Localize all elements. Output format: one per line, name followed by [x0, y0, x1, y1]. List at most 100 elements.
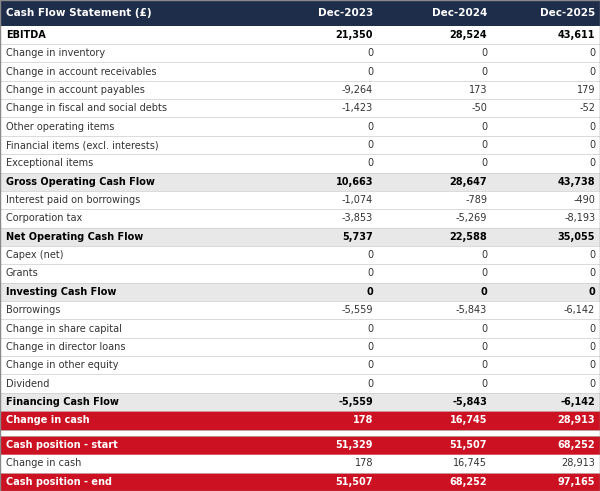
- Text: -490: -490: [574, 195, 595, 205]
- Text: Dividend: Dividend: [6, 379, 49, 388]
- Text: 43,738: 43,738: [557, 177, 595, 187]
- Bar: [0, 117, 600, 136]
- Text: 28,913: 28,913: [557, 415, 595, 425]
- Text: -8,193: -8,193: [564, 214, 595, 223]
- Text: Dec-2024: Dec-2024: [432, 8, 487, 18]
- Text: 16,745: 16,745: [450, 415, 487, 425]
- Text: 0: 0: [589, 48, 595, 58]
- Text: 16,745: 16,745: [453, 459, 487, 468]
- Text: 0: 0: [589, 159, 595, 168]
- Bar: [0, 411, 600, 430]
- Text: 0: 0: [481, 140, 487, 150]
- Text: 0: 0: [589, 324, 595, 333]
- Text: Capex (net): Capex (net): [6, 250, 64, 260]
- Text: Corporation tax: Corporation tax: [6, 214, 82, 223]
- Text: -1,423: -1,423: [342, 103, 373, 113]
- Text: 0: 0: [367, 140, 373, 150]
- Text: -6,142: -6,142: [564, 305, 595, 315]
- Text: 0: 0: [481, 250, 487, 260]
- Text: -3,853: -3,853: [342, 214, 373, 223]
- Text: 0: 0: [367, 159, 373, 168]
- Text: 68,252: 68,252: [557, 440, 595, 450]
- Text: -52: -52: [579, 103, 595, 113]
- Bar: [0, 136, 600, 154]
- Text: 43,611: 43,611: [558, 30, 595, 40]
- Text: 0: 0: [367, 324, 373, 333]
- Text: Cash position - end: Cash position - end: [6, 477, 112, 487]
- Bar: [0, 454, 600, 473]
- Text: -5,843: -5,843: [456, 305, 487, 315]
- Text: 22,588: 22,588: [449, 232, 487, 242]
- Text: -6,142: -6,142: [560, 397, 595, 407]
- Text: Change in inventory: Change in inventory: [6, 48, 105, 58]
- Bar: [0, 473, 600, 491]
- Text: 0: 0: [367, 379, 373, 388]
- Text: 0: 0: [367, 67, 373, 77]
- Text: Gross Operating Cash Flow: Gross Operating Cash Flow: [6, 177, 155, 187]
- Text: 0: 0: [367, 287, 373, 297]
- Text: Grants: Grants: [6, 269, 39, 278]
- Text: Borrowings: Borrowings: [6, 305, 61, 315]
- Text: 179: 179: [577, 85, 595, 95]
- Text: 0: 0: [367, 250, 373, 260]
- Text: Dec-2025: Dec-2025: [540, 8, 595, 18]
- Bar: [0, 191, 600, 209]
- Text: 0: 0: [589, 342, 595, 352]
- Text: 97,165: 97,165: [558, 477, 595, 487]
- Text: 5,737: 5,737: [343, 232, 373, 242]
- Bar: [0, 301, 600, 319]
- Text: 0: 0: [481, 122, 487, 132]
- Text: 173: 173: [469, 85, 487, 95]
- Text: 0: 0: [481, 324, 487, 333]
- Bar: [0, 228, 600, 246]
- Bar: [0, 81, 600, 99]
- Text: 0: 0: [481, 269, 487, 278]
- Text: 0: 0: [589, 287, 595, 297]
- Text: 51,507: 51,507: [450, 440, 487, 450]
- Text: 0: 0: [367, 122, 373, 132]
- Bar: [0, 99, 600, 117]
- Bar: [0, 264, 600, 283]
- Text: 178: 178: [355, 459, 373, 468]
- Text: 28,524: 28,524: [449, 30, 487, 40]
- Bar: [0, 246, 600, 264]
- Text: -5,843: -5,843: [452, 397, 487, 407]
- Text: 0: 0: [589, 122, 595, 132]
- Text: 35,055: 35,055: [558, 232, 595, 242]
- Text: 28,647: 28,647: [449, 177, 487, 187]
- Bar: [0, 172, 600, 191]
- Text: 0: 0: [481, 379, 487, 388]
- Text: Interest paid on borrowings: Interest paid on borrowings: [6, 195, 140, 205]
- Text: 0: 0: [481, 48, 487, 58]
- Text: Change in account payables: Change in account payables: [6, 85, 145, 95]
- Text: Net Operating Cash Flow: Net Operating Cash Flow: [6, 232, 143, 242]
- Text: 0: 0: [481, 159, 487, 168]
- Text: 51,507: 51,507: [336, 477, 373, 487]
- Bar: [0, 338, 600, 356]
- Text: Investing Cash Flow: Investing Cash Flow: [6, 287, 116, 297]
- Bar: [0, 209, 600, 228]
- Bar: [0, 430, 600, 436]
- Text: Other operating items: Other operating items: [6, 122, 115, 132]
- Text: Change in cash: Change in cash: [6, 415, 89, 425]
- Text: EBITDA: EBITDA: [6, 30, 46, 40]
- Text: 0: 0: [481, 360, 487, 370]
- Text: Cash Flow Statement (£): Cash Flow Statement (£): [6, 8, 152, 18]
- Text: Cash position - start: Cash position - start: [6, 440, 118, 450]
- Bar: [0, 26, 600, 44]
- Text: 0: 0: [589, 250, 595, 260]
- Text: 0: 0: [481, 67, 487, 77]
- Text: Change in other equity: Change in other equity: [6, 360, 119, 370]
- Bar: [0, 0, 600, 26]
- Text: 0: 0: [481, 342, 487, 352]
- Text: -9,264: -9,264: [342, 85, 373, 95]
- Text: 0: 0: [589, 360, 595, 370]
- Bar: [0, 44, 600, 62]
- Bar: [0, 356, 600, 375]
- Text: 0: 0: [367, 48, 373, 58]
- Bar: [0, 436, 600, 454]
- Text: Financing Cash Flow: Financing Cash Flow: [6, 397, 119, 407]
- Text: -50: -50: [472, 103, 487, 113]
- Text: 0: 0: [589, 67, 595, 77]
- Text: Change in director loans: Change in director loans: [6, 342, 125, 352]
